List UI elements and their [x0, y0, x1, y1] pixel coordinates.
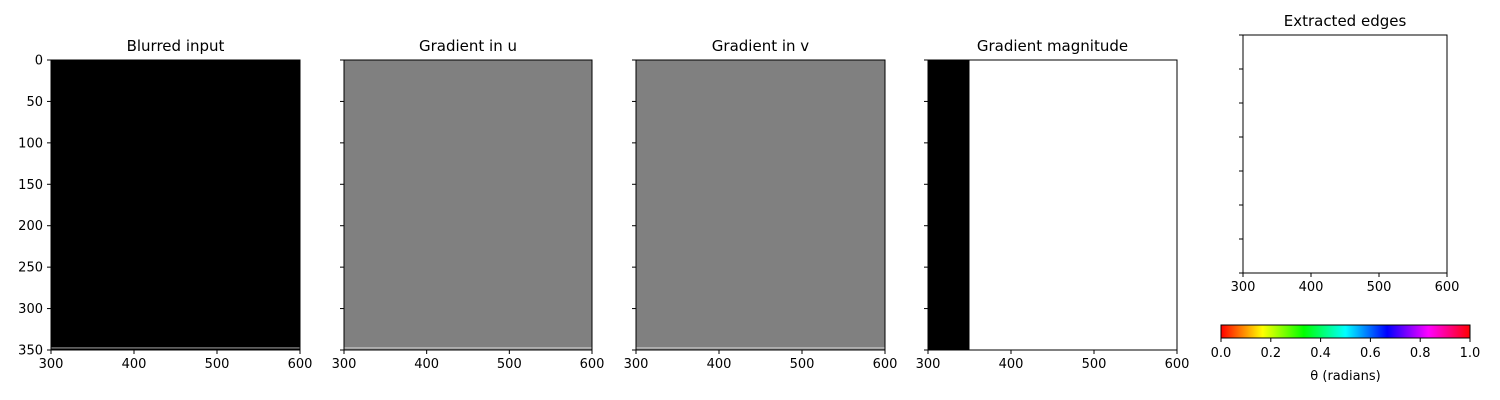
x-tick-label: 500	[790, 357, 815, 372]
x-tick-label: 300	[332, 357, 357, 372]
panel-3: Gradient in v 300 400 500 600	[624, 37, 898, 372]
axes-frame	[50, 59, 301, 351]
x-tick-label: 300	[1231, 280, 1256, 295]
image-region	[928, 60, 970, 350]
y-tick-label: 50	[26, 95, 43, 110]
x-tick-label: 400	[414, 357, 439, 372]
image-region	[969, 60, 1177, 350]
panel-title: Extracted edges	[1284, 12, 1407, 30]
image-region	[636, 347, 885, 349]
y-tick-label: 100	[18, 136, 43, 151]
image-region	[51, 347, 300, 349]
image-region	[344, 60, 592, 348]
x-tick-label: 400	[122, 357, 147, 372]
x-tick-label: 600	[288, 357, 313, 372]
colorbar-tick-label: 0.6	[1360, 346, 1381, 361]
axes-frame	[343, 59, 593, 351]
colorbar-tick-label: 0.4	[1310, 346, 1331, 361]
image-region	[636, 60, 885, 348]
colorbar-tick-label: 0.8	[1410, 346, 1431, 361]
x-tick-label: 500	[497, 357, 522, 372]
image-region	[51, 348, 300, 350]
image-region	[344, 347, 592, 349]
colorbar-label: θ (radians)	[1310, 369, 1380, 384]
x-tick-label: 500	[1367, 280, 1392, 295]
x-tick-label: 500	[205, 357, 230, 372]
x-tick-label: 400	[707, 357, 732, 372]
colorbar-gradient	[1221, 325, 1470, 338]
x-tick-label: 300	[916, 357, 941, 372]
x-tick-label: 600	[873, 357, 898, 372]
x-tick-label: 300	[624, 357, 649, 372]
y-tick-label: 350	[18, 344, 43, 359]
x-tick-label: 500	[1082, 357, 1107, 372]
y-tick-label: 0	[35, 54, 43, 69]
colorbar-tick-label: 0.0	[1211, 346, 1232, 361]
image-region	[636, 348, 885, 350]
axes-frame	[635, 59, 886, 351]
x-tick-label: 600	[580, 357, 605, 372]
axes-frame	[1242, 34, 1448, 274]
y-tick-label: 150	[18, 178, 43, 193]
colorbar-frame	[1220, 324, 1471, 339]
colorbar-tick-label: 0.2	[1260, 346, 1281, 361]
y-tick-label: 300	[18, 302, 43, 317]
panel-2: Gradient in u 300 400 500 600	[332, 37, 605, 372]
panel-1: Blurred input 300 400 500 600 0 50 100 150 200 250…	[18, 37, 312, 372]
colorbar-tick-label: 1.0	[1460, 346, 1481, 361]
image-region	[344, 348, 592, 350]
x-tick-label: 600	[1165, 357, 1190, 372]
panel-title: Gradient magnitude	[977, 37, 1128, 55]
x-tick-label: 400	[999, 357, 1024, 372]
panel-4: Gradient magnitude 300 400 500 600	[916, 37, 1190, 372]
x-tick-label: 600	[1435, 280, 1460, 295]
x-tick-label: 300	[39, 357, 64, 372]
axes-frame	[927, 59, 1178, 351]
panel-title: Gradient in v	[712, 37, 809, 55]
colorbar: 0.0 0.2 0.4 0.6 0.8 1.0 θ (radians)	[1211, 324, 1481, 384]
panel-title: Blurred input	[127, 37, 225, 55]
image-region	[51, 60, 300, 348]
x-tick-label: 400	[1299, 280, 1324, 295]
panel-title: Gradient in u	[419, 37, 517, 55]
y-tick-label: 250	[18, 261, 43, 276]
y-tick-label: 200	[18, 219, 43, 234]
